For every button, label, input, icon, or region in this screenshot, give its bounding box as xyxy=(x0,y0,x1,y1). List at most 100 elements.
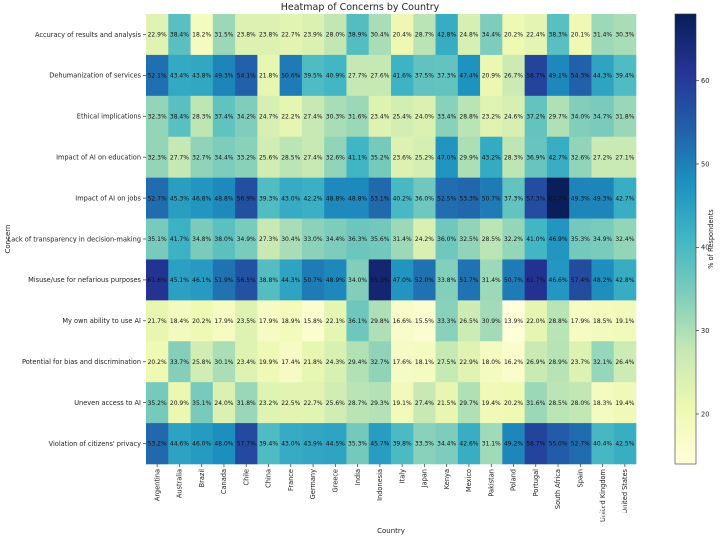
heatmap-cell xyxy=(502,95,525,138)
cell-value-label: 18.0% xyxy=(482,359,501,366)
cell-value-label: 61.6% xyxy=(148,277,167,284)
cell-value-label: 33.3% xyxy=(437,318,456,325)
cell-value-label: 32.7% xyxy=(370,359,389,366)
cell-value-label: 43.0% xyxy=(281,195,300,202)
x-tick-label: Kenya xyxy=(443,469,451,489)
cell-value-label: 23.4% xyxy=(237,359,256,366)
heatmap-cell xyxy=(569,423,592,465)
cell-value-label: 32.6% xyxy=(571,154,590,161)
cell-value-label: 45.3% xyxy=(170,195,189,202)
cell-value-label: 53.1% xyxy=(370,195,389,202)
cell-value-label: 44.5% xyxy=(326,441,345,448)
x-tick-label: Italy xyxy=(398,469,406,483)
heatmap-cell xyxy=(301,95,325,138)
cell-value-label: 31.5% xyxy=(214,32,233,39)
heatmap-cell xyxy=(391,300,414,342)
cell-value-label: 47.0% xyxy=(437,154,456,161)
cell-value-label: 28.8% xyxy=(459,113,478,120)
cell-value-label: 18.1% xyxy=(415,359,434,366)
heatmap-cell xyxy=(591,341,615,383)
heatmap-cell xyxy=(480,382,503,424)
cell-value-label: 24.3% xyxy=(326,359,345,366)
colorbar-tick-label: 40 xyxy=(701,244,709,252)
heatmap-cell xyxy=(480,136,503,178)
cell-value-label: 23.6% xyxy=(393,154,412,161)
cell-value-label: 34.0% xyxy=(348,277,367,284)
heatmap-cell xyxy=(569,54,592,97)
x-tick-labels: Argentina Australia Brazil Canada Chile China… xyxy=(153,464,629,522)
colorbar-gradient xyxy=(674,13,697,465)
cell-value-label: 23.5% xyxy=(237,318,256,325)
cell-value-label: 20.2% xyxy=(148,359,167,366)
heatmap-cell xyxy=(212,54,236,97)
cell-value-label: 29.7% xyxy=(459,400,478,407)
heatmap-cell xyxy=(235,259,258,301)
heatmap-cell xyxy=(257,259,280,301)
heatmap-cell xyxy=(190,259,214,301)
cell-value-label: 30.3% xyxy=(615,32,634,39)
cell-value-label: 30.4% xyxy=(370,32,389,39)
cell-value-label: 35.3% xyxy=(348,441,367,448)
heatmap-cell xyxy=(168,341,191,383)
cell-value-label: 33.4% xyxy=(437,113,456,120)
cell-value-label: 27.2% xyxy=(593,154,612,161)
cell-value-label: 22.2% xyxy=(281,113,300,120)
heatmap-cell xyxy=(391,136,414,178)
y-tick-label: Impact of AI on jobs xyxy=(75,194,141,202)
cell-value-label: 36.0% xyxy=(415,195,434,202)
heatmap-cell xyxy=(212,341,236,383)
heatmap-cell xyxy=(368,14,392,56)
x-tick-label: Canada xyxy=(220,469,228,494)
heatmap-cell xyxy=(457,136,481,178)
y-tick-label: Potential for bias and discrimination xyxy=(22,358,141,366)
cell-value-label: 24.8% xyxy=(459,32,478,39)
heatmap-cell xyxy=(502,300,525,342)
cell-value-label: 26.7% xyxy=(504,73,523,80)
heatmap-cell xyxy=(301,423,325,465)
cell-value-label: 32.3% xyxy=(148,113,167,120)
heatmap-cell xyxy=(346,136,370,178)
x-tick-label: Poland xyxy=(510,469,518,491)
cell-value-label: 42.8% xyxy=(437,32,456,39)
cell-value-label: 49.1% xyxy=(549,73,568,80)
heatmap-cell xyxy=(368,300,392,342)
heatmap-cell xyxy=(146,177,169,219)
cell-value-label: 16.6% xyxy=(393,318,412,325)
cell-value-label: 18.5% xyxy=(593,318,612,325)
heatmap-cell xyxy=(613,341,637,383)
cell-value-label: 57.4% xyxy=(571,277,590,284)
cell-value-label: 51.7% xyxy=(459,277,478,284)
cell-value-label: 41.6% xyxy=(393,73,412,80)
cell-value-label: 32.1% xyxy=(593,359,612,366)
x-tick-label: Australia xyxy=(176,469,184,498)
cell-value-label: 37.4% xyxy=(214,113,233,120)
heatmap-cell xyxy=(146,300,169,342)
cell-value-label: 24.6% xyxy=(504,113,523,120)
heatmap-cell xyxy=(146,54,169,97)
cell-value-label: 46.1% xyxy=(192,277,211,284)
heatmap-cell xyxy=(279,300,303,342)
heatmap-cell xyxy=(613,14,637,56)
heatmap-cell xyxy=(235,177,258,219)
heatmap-cell xyxy=(413,54,436,97)
cell-value-label: 30.9% xyxy=(482,318,501,325)
x-tick-label: Pakistan xyxy=(487,469,495,497)
heatmap-cell xyxy=(524,95,548,138)
heatmap-cell xyxy=(391,218,414,260)
cell-value-label: 52.7% xyxy=(148,195,167,202)
cell-value-label: 52.5% xyxy=(437,195,456,202)
heatmap-cell xyxy=(413,95,436,138)
heatmap-cell xyxy=(569,218,592,260)
heatmap-cell xyxy=(324,218,347,260)
cell-value-label: 34.4% xyxy=(214,154,233,161)
cell-value-label: 20.2% xyxy=(192,318,211,325)
cell-value-label: 39.4% xyxy=(259,441,278,448)
heatmap-cell xyxy=(235,136,258,178)
heatmap-cell xyxy=(146,382,169,424)
x-tick-label: Spain xyxy=(577,469,585,487)
heatmap-cell xyxy=(435,177,459,219)
heatmap-cell xyxy=(613,54,637,97)
heatmap-cell xyxy=(502,218,525,260)
heatmap-cell xyxy=(413,259,436,301)
cell-value-label: 34.4% xyxy=(326,236,345,243)
